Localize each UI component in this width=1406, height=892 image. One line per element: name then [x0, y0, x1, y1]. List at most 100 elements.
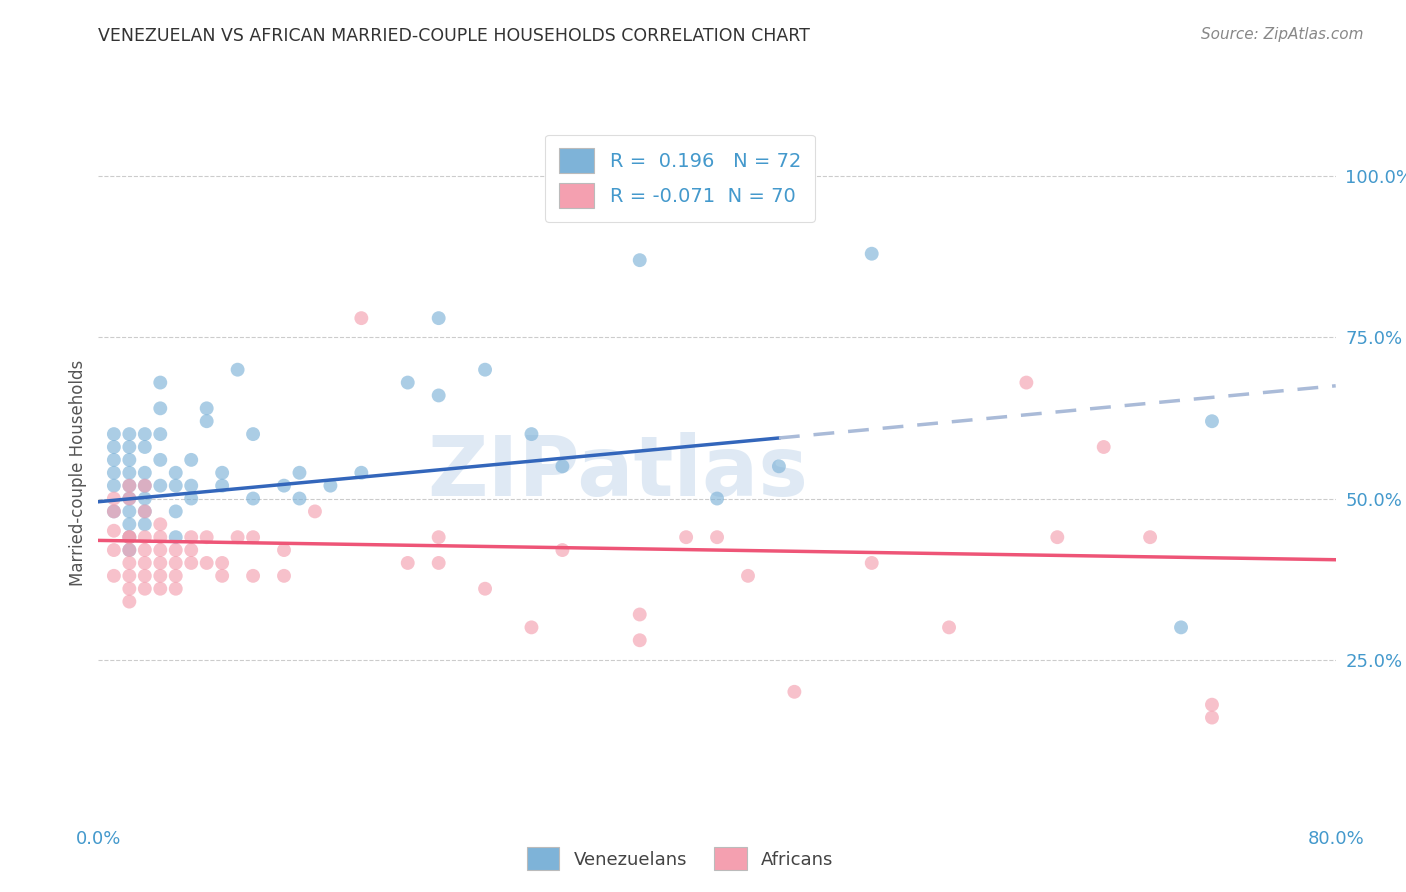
Point	[118, 504, 141, 518]
Point	[783, 685, 806, 699]
Point	[304, 504, 326, 518]
Point	[273, 478, 295, 492]
Point	[427, 388, 450, 402]
Point	[242, 427, 264, 442]
Point	[1201, 698, 1223, 712]
Point	[134, 427, 156, 442]
Point	[118, 440, 141, 454]
Point	[118, 543, 141, 558]
Point	[134, 491, 156, 506]
Point	[103, 524, 125, 538]
Point	[149, 453, 172, 467]
Point	[195, 556, 218, 570]
Point	[149, 517, 172, 532]
Point	[288, 466, 311, 480]
Point	[273, 569, 295, 583]
Point	[551, 459, 574, 474]
Point	[737, 569, 759, 583]
Point	[118, 543, 141, 558]
Point	[396, 556, 419, 570]
Point	[180, 478, 202, 492]
Point	[149, 427, 172, 442]
Point	[1046, 530, 1069, 544]
Point	[149, 543, 172, 558]
Point	[1170, 620, 1192, 634]
Point	[118, 530, 141, 544]
Point	[211, 466, 233, 480]
Point	[427, 311, 450, 326]
Point	[149, 569, 172, 583]
Point	[149, 530, 172, 544]
Point	[288, 491, 311, 506]
Point	[149, 582, 172, 596]
Point	[211, 556, 233, 570]
Point	[165, 556, 187, 570]
Point	[118, 530, 141, 544]
Point	[860, 556, 883, 570]
Point	[180, 491, 202, 506]
Point	[1015, 376, 1038, 390]
Point	[118, 478, 141, 492]
Point	[134, 466, 156, 480]
Point	[149, 401, 172, 416]
Point	[195, 401, 218, 416]
Point	[860, 246, 883, 260]
Point	[180, 530, 202, 544]
Point	[319, 478, 342, 492]
Point	[180, 453, 202, 467]
Point	[706, 491, 728, 506]
Point	[134, 530, 156, 544]
Point	[165, 530, 187, 544]
Point	[396, 376, 419, 390]
Point	[118, 478, 141, 492]
Point	[474, 362, 496, 376]
Point	[134, 504, 156, 518]
Point	[165, 478, 187, 492]
Point	[211, 478, 233, 492]
Point	[242, 491, 264, 506]
Text: ZIPatlas: ZIPatlas	[427, 433, 808, 513]
Point	[103, 440, 125, 454]
Point	[427, 530, 450, 544]
Point	[134, 440, 156, 454]
Point	[226, 362, 249, 376]
Point	[1201, 414, 1223, 428]
Text: VENEZUELAN VS AFRICAN MARRIED-COUPLE HOUSEHOLDS CORRELATION CHART: VENEZUELAN VS AFRICAN MARRIED-COUPLE HOU…	[98, 27, 810, 45]
Point	[350, 311, 373, 326]
Y-axis label: Married-couple Households: Married-couple Households	[69, 359, 87, 586]
Point	[103, 543, 125, 558]
Point	[706, 530, 728, 544]
Point	[180, 556, 202, 570]
Point	[103, 478, 125, 492]
Point	[165, 569, 187, 583]
Point	[165, 582, 187, 596]
Point	[134, 543, 156, 558]
Point	[103, 491, 125, 506]
Point	[118, 491, 141, 506]
Point	[103, 569, 125, 583]
Point	[118, 556, 141, 570]
Point	[675, 530, 697, 544]
Point	[165, 504, 187, 518]
Point	[149, 556, 172, 570]
Point	[134, 478, 156, 492]
Point	[149, 376, 172, 390]
Point	[195, 414, 218, 428]
Point	[118, 466, 141, 480]
Point	[273, 543, 295, 558]
Point	[628, 607, 651, 622]
Point	[1201, 710, 1223, 724]
Point	[118, 569, 141, 583]
Point	[242, 569, 264, 583]
Point	[520, 620, 543, 634]
Point	[103, 453, 125, 467]
Point	[350, 466, 373, 480]
Point	[118, 517, 141, 532]
Point	[134, 504, 156, 518]
Point	[551, 543, 574, 558]
Point	[180, 543, 202, 558]
Point	[1092, 440, 1115, 454]
Point	[134, 582, 156, 596]
Point	[103, 427, 125, 442]
Point	[134, 556, 156, 570]
